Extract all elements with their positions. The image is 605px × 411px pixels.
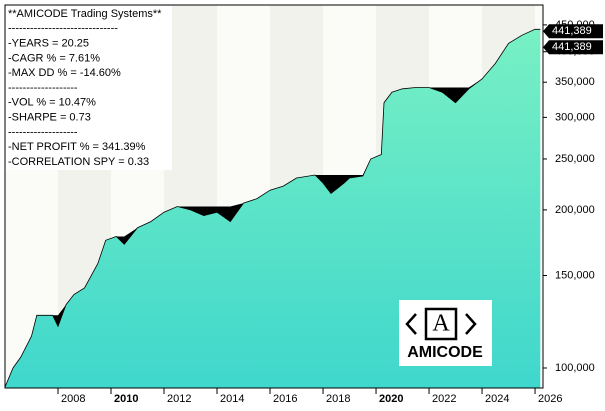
x-tick-label: 2022 [432, 393, 456, 405]
logo-mark: A [432, 311, 450, 337]
stats-box [6, 6, 172, 170]
logo-text: AMICODE [407, 344, 483, 361]
x-tick-label: 2014 [220, 393, 244, 405]
y-tick-label: 350,000 [555, 76, 595, 88]
x-tick-label: 2016 [273, 393, 297, 405]
equity-area [5, 29, 541, 389]
stats-line: -YEARS = 20.25 [8, 38, 89, 50]
y-tick-label: 150,000 [555, 269, 595, 281]
stats-line: -MAX DD % = -14.60% [8, 67, 121, 79]
x-tick-label: 2012 [167, 393, 191, 405]
equity-line [4, 28, 541, 388]
logo-chevrons [405, 313, 477, 335]
stats-line: ------------------- [8, 126, 78, 138]
stats-line: ------------------- [8, 82, 78, 94]
x-tick-label: 2010 [114, 393, 138, 405]
plot-frame [4, 4, 544, 389]
stats-line: -CORRELATION SPY = 0.33 [8, 156, 149, 168]
y-tick-label: 100,000 [555, 362, 595, 374]
x-tick-label: 2020 [379, 393, 403, 405]
value-flag [543, 40, 603, 55]
stats-line: -CAGR % = 7.61% [8, 52, 100, 64]
y-tick-label: 250,000 [555, 153, 595, 165]
y-tick-label: 200,000 [555, 204, 595, 216]
x-tick-label: 2018 [326, 393, 350, 405]
value-label: 441,389 [552, 25, 592, 37]
x-tick-label: 2026 [538, 393, 562, 405]
x-tick-label: 2024 [485, 393, 509, 405]
stats-line: -SHARPE = 0.73 [8, 112, 91, 124]
logo: A AMICODE [399, 300, 492, 366]
stats-line: -NET PROFIT % = 341.39% [8, 141, 146, 153]
stats-line: ------------------------------ [8, 23, 118, 35]
stats-line: **AMICODE Trading Systems** [8, 8, 162, 20]
x-tick-label: 2008 [61, 393, 85, 405]
y-tick-label: 300,000 [555, 111, 595, 123]
value-label: 441,389 [552, 41, 592, 53]
stats-line: -VOL % = 10.47% [8, 97, 96, 109]
logo-square [424, 307, 458, 341]
value-flag [543, 24, 603, 39]
